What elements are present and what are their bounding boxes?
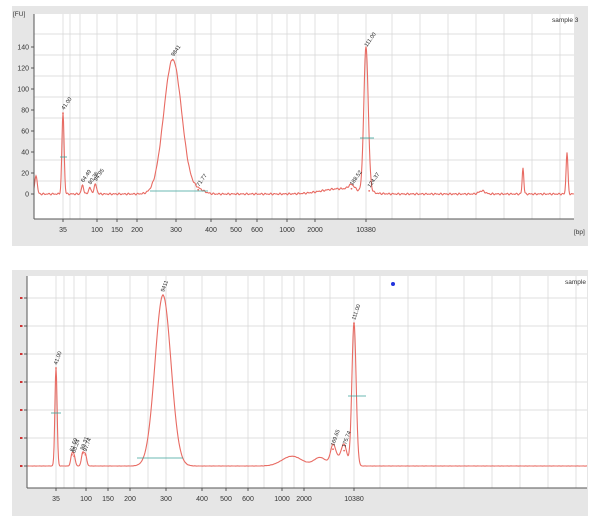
peak-marker	[171, 58, 174, 61]
panel-1-x-unit-label: [bp]	[574, 229, 585, 236]
y-tick-label: 20	[21, 171, 29, 178]
y-tick-label: 80	[21, 108, 29, 115]
peak-marker	[70, 453, 73, 456]
peak-label: 61.59	[69, 437, 79, 452]
x-tick-label: 100	[80, 496, 92, 503]
y-tick-label	[20, 353, 23, 355]
peak-marker	[84, 453, 87, 456]
peak-marker	[81, 184, 84, 187]
x-tick-label: 200	[131, 227, 143, 234]
x-tick-label: 1000	[274, 496, 290, 503]
x-tick-label: 10380	[344, 496, 364, 503]
y-tick-label	[20, 297, 23, 299]
marker-dot	[391, 282, 395, 286]
peak-label: 169.65	[330, 429, 341, 447]
x-tick-label: 300	[170, 227, 182, 234]
x-tick-label: 2000	[296, 496, 312, 503]
panel-1-sample-label: sample 3	[552, 17, 579, 24]
peak-marker	[353, 322, 355, 325]
x-tick-label: 1000	[279, 227, 295, 234]
y-tick-label	[20, 325, 23, 327]
peak-marker	[368, 189, 371, 192]
peak-marker	[343, 449, 346, 452]
electropherogram-panel-2: 35 100 150 200 300 400 500 600 1000 2000 10380 41.…	[12, 270, 588, 516]
peak-label: 97.74	[83, 437, 93, 452]
x-tick-label: 10380	[356, 227, 376, 234]
x-tick-label: 500	[220, 496, 232, 503]
panel-1-trace-line	[33, 46, 575, 196]
peak-label: 9841	[170, 44, 182, 57]
peak-marker	[197, 188, 200, 191]
x-tick-label: 150	[102, 496, 114, 503]
peak-label: 111.00	[351, 304, 362, 321]
x-tick-label: 400	[196, 496, 208, 503]
x-tick-label: 500	[230, 227, 242, 234]
peak-marker	[365, 49, 367, 52]
peak-label: 175.74	[341, 430, 352, 448]
y-tick-label: 0	[25, 192, 29, 199]
y-tick-label: 60	[21, 129, 29, 136]
peak-marker	[62, 112, 64, 115]
x-tick-label: 35	[52, 496, 60, 503]
peak-marker	[350, 187, 353, 190]
y-tick-label: 100	[17, 87, 29, 94]
x-tick-label: 600	[242, 496, 254, 503]
x-tick-label: 2000	[307, 227, 323, 234]
x-tick-label: 400	[205, 227, 217, 234]
peak-marker	[55, 367, 57, 369]
panel-2-sample-label: sample	[565, 279, 586, 286]
peak-label: 41.00	[53, 351, 63, 366]
x-tick-label: 600	[251, 227, 263, 234]
x-tick-label: 150	[111, 227, 123, 234]
y-tick-label: 120	[17, 66, 29, 73]
x-tick-label: 35	[59, 227, 67, 234]
x-tick-label: 100	[91, 227, 103, 234]
peak-marker	[94, 183, 97, 186]
y-tick-label	[20, 465, 23, 467]
x-tick-label: 200	[124, 496, 136, 503]
panel-1-plot-area	[34, 14, 574, 219]
panel-2-trace-line	[26, 294, 587, 467]
y-tick-label: 40	[21, 150, 29, 157]
electropherogram-panel-1: 0 20 40 60 80 100 120 140 35 100 150 200 300 400 500 6…	[12, 6, 588, 246]
panel-1-y-unit-label: [FU]	[13, 11, 25, 18]
peak-marker	[81, 452, 84, 455]
y-tick-label	[20, 381, 23, 383]
x-tick-label: 300	[160, 496, 172, 503]
y-tick-label	[20, 409, 23, 411]
peak-marker	[88, 186, 91, 189]
peak-marker	[73, 455, 76, 458]
peak-label: 89.31	[80, 436, 90, 451]
peak-marker	[162, 294, 164, 297]
peak-label: 9411	[160, 280, 170, 293]
y-tick-label: 140	[17, 45, 29, 52]
peak-label: 65.24	[71, 439, 81, 454]
y-tick-label	[20, 437, 23, 439]
peak-marker	[332, 448, 334, 451]
